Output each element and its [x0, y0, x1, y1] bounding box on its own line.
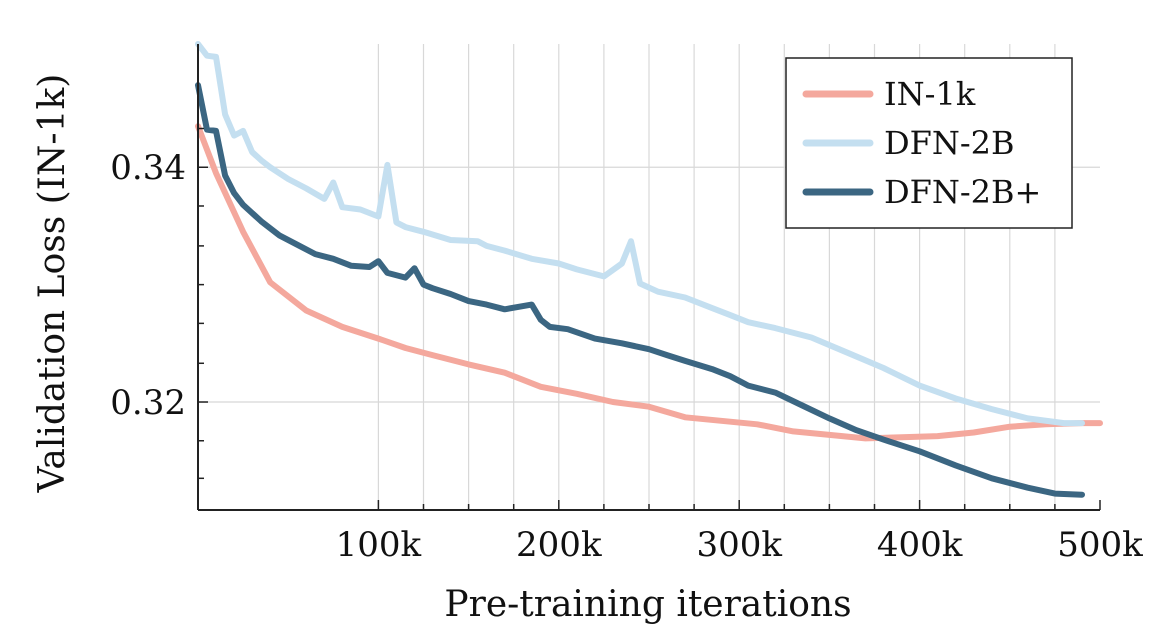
y-tick-label: 0.34	[110, 148, 186, 188]
legend-label-dfn-2b-plus: DFN-2B+	[884, 173, 1041, 211]
x-tick-label: 100k	[336, 525, 422, 565]
x-axis-title: Pre-training iterations	[444, 584, 851, 625]
y-tick-label: 0.32	[110, 383, 186, 423]
y-axis-title: Validation Loss (IN-1k)	[32, 74, 73, 494]
x-tick-label: 500k	[1057, 525, 1143, 565]
series-line-dfn-2b	[195, 41, 1085, 427]
x-tick-label: 300k	[696, 525, 782, 565]
x-tick-label: 200k	[516, 525, 602, 565]
x-tick-label: 400k	[877, 525, 963, 565]
x-axis-ticks: 100k 200k 300k 400k 500k	[336, 500, 1143, 565]
legend-label-in-1k: IN-1k	[884, 75, 976, 113]
series-line-in-1k	[195, 123, 1103, 442]
legend-label-dfn-2b: DFN-2B	[884, 124, 1015, 162]
y-axis-ticks: 0.32 0.34	[110, 127, 208, 480]
series-line-dfn-2b-plus	[195, 82, 1085, 498]
legend-items: IN-1k DFN-2B DFN-2B+	[802, 75, 1041, 211]
legend: IN-1k DFN-2B DFN-2B+	[785, 57, 1073, 229]
series-lines	[195, 41, 1103, 498]
